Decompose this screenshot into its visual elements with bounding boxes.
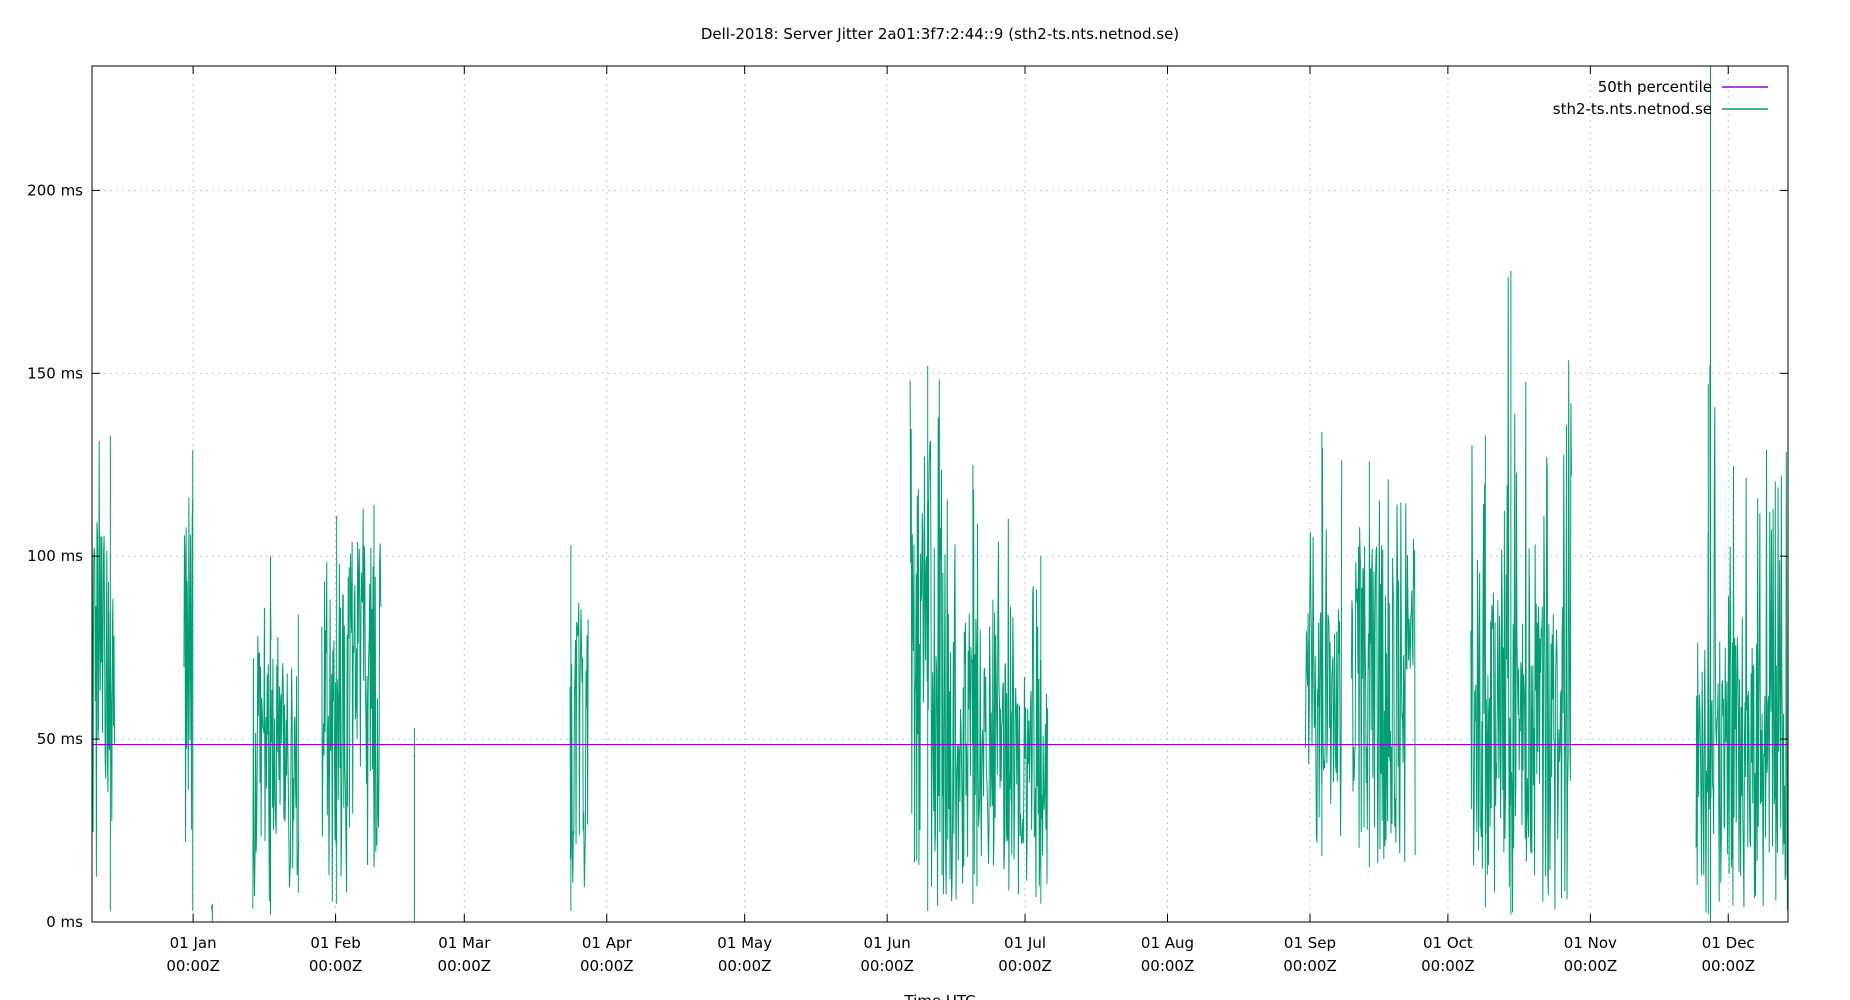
chart-title: Dell-2018: Server Jitter 2a01:3f7:2:44::… [701, 25, 1179, 43]
x-tick-label-10: 01 Nov [1564, 934, 1617, 952]
x-tick-sublabel-8: 00:00Z [1283, 957, 1337, 975]
jitter-series [91, 66, 1789, 922]
jitter-burst-9 [909, 379, 943, 906]
x-axis: 01 Jan 00:00Z 01 Feb 00:00Z 01 Mar 00:00Z 01 A… [166, 66, 1755, 975]
x-tick-sublabel-3: 00:00Z [580, 957, 634, 975]
x-tick-sublabel-11: 00:00Z [1701, 957, 1755, 975]
jitter-burst-14 [1470, 445, 1508, 892]
x-tick-sublabel-4: 00:00Z [718, 957, 772, 975]
x-tick-sublabel-0: 00:00Z [166, 957, 220, 975]
x-tick-label-8: 01 Sep [1284, 934, 1336, 952]
jitter-burst-4 [270, 636, 300, 888]
y-tick-label-3: 150 ms [27, 364, 83, 382]
x-tick-sublabel-2: 00:00Z [438, 957, 492, 975]
jitter-burst-12 [1304, 447, 1343, 843]
y-tick-label-0: 0 ms [46, 913, 83, 931]
x-tick-sublabel-10: 00:00Z [1564, 957, 1618, 975]
jitter-burst-3 [252, 593, 272, 909]
legend-label-1: sth2-ts.nts.netnod.se [1553, 100, 1712, 118]
x-tick-label-3: 01 Apr [582, 934, 633, 952]
x-tick-label-1: 01 Feb [310, 934, 360, 952]
x-tick-label-9: 01 Oct [1423, 934, 1473, 952]
jitter-burst-5 [321, 562, 350, 902]
jitter-burst-16 [1695, 406, 1789, 913]
jitter-burst-6 [348, 508, 382, 865]
jitter-burst-13 [1350, 479, 1416, 864]
x-tick-label-6: 01 Jul [1004, 934, 1046, 952]
x-tick-label-7: 01 Aug [1141, 934, 1194, 952]
jitter-burst-15 [1507, 277, 1572, 913]
x-tick-sublabel-6: 00:00Z [998, 957, 1052, 975]
x-tick-label-2: 01 Mar [438, 934, 491, 952]
x-tick-sublabel-5: 00:00Z [860, 957, 914, 975]
y-tick-label-2: 100 ms [27, 547, 83, 565]
series-layer [91, 66, 1789, 922]
y-tick-label-4: 200 ms [27, 181, 83, 199]
jitter-burst-0 [91, 440, 116, 877]
jitter-burst-1 [183, 497, 194, 842]
plot-frame [91, 65, 1789, 923]
x-tick-label-4: 01 May [717, 934, 772, 952]
legend: 50th percentile sth2-ts.nts.netnod.se [1553, 78, 1768, 118]
x-tick-label-11: 01 Dec [1702, 934, 1755, 952]
y-tick-label-1: 50 ms [37, 730, 83, 748]
x-tick-label-5: 01 Jun [863, 934, 910, 952]
y-axis: 0 ms 50 ms 100 ms 150 ms 200 ms [27, 181, 1788, 931]
jitter-burst-8 [569, 602, 589, 888]
jitter-burst-10 [941, 489, 1012, 902]
x-tick-label-0: 01 Jan [170, 934, 217, 952]
x-tick-sublabel-7: 00:00Z [1141, 957, 1195, 975]
x-axis-label: Time UTC [903, 992, 975, 1000]
legend-label-0: 50th percentile [1598, 78, 1712, 96]
x-tick-sublabel-9: 00:00Z [1421, 957, 1475, 975]
jitter-burst-11 [1010, 586, 1049, 898]
x-tick-sublabel-1: 00:00Z [309, 957, 363, 975]
